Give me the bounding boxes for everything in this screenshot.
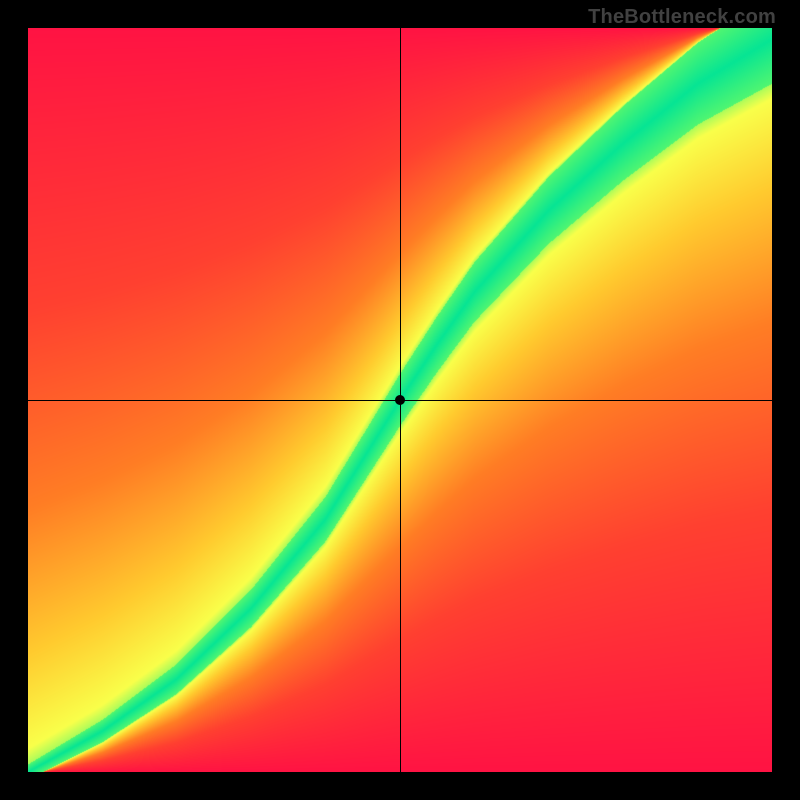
data-point-marker	[395, 395, 405, 405]
heatmap-plot	[28, 28, 772, 772]
watermark-text: TheBottleneck.com	[588, 6, 776, 29]
